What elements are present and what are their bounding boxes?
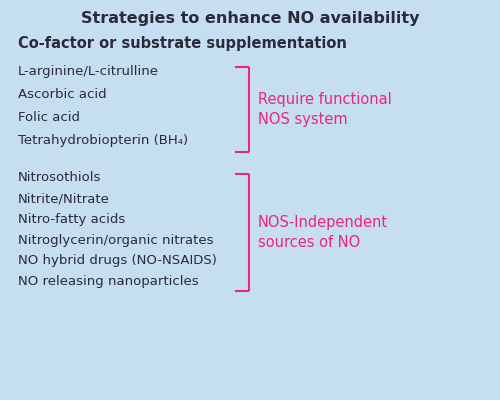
Text: Nitrosothiols: Nitrosothiols	[18, 171, 101, 184]
Text: Folic acid: Folic acid	[18, 111, 80, 124]
Text: L-arginine/L-citrulline: L-arginine/L-citrulline	[18, 65, 158, 78]
Text: Tetrahydrobiopterin (BH₄): Tetrahydrobiopterin (BH₄)	[18, 134, 187, 147]
Text: Nitrite/Nitrate: Nitrite/Nitrate	[18, 192, 110, 205]
Text: NOS system: NOS system	[258, 112, 348, 127]
Text: sources of NO: sources of NO	[258, 235, 360, 250]
Text: Co-factor or substrate supplementation: Co-factor or substrate supplementation	[18, 36, 346, 51]
Text: Strategies to enhance NO availability: Strategies to enhance NO availability	[81, 11, 419, 26]
Text: Ascorbic acid: Ascorbic acid	[18, 88, 106, 101]
Text: Require functional: Require functional	[258, 92, 392, 107]
Text: NOS-Independent: NOS-Independent	[258, 215, 388, 230]
Text: Nitroglycerin/organic nitrates: Nitroglycerin/organic nitrates	[18, 234, 213, 246]
Text: Nitro-fatty acids: Nitro-fatty acids	[18, 213, 125, 226]
Text: NO hybrid drugs (NO-NSAIDS): NO hybrid drugs (NO-NSAIDS)	[18, 254, 216, 267]
Text: NO releasing nanoparticles: NO releasing nanoparticles	[18, 275, 198, 288]
